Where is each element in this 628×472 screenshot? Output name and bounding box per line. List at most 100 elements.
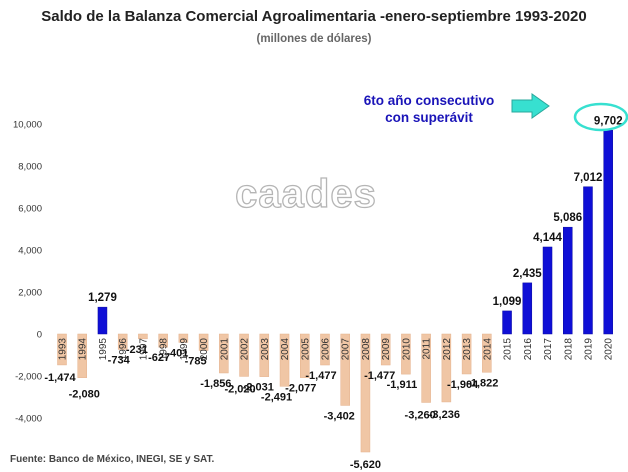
x-tick-1993: 1993 [58,338,69,361]
data-label-2010: -1,911 [387,379,418,391]
x-tick-2006: 2006 [320,338,331,361]
bar-2020 [603,130,613,335]
bar-2003 [259,333,270,377]
x-tick-2002: 2002 [240,338,251,361]
x-tick-2004: 2004 [280,338,291,361]
bar-2015 [502,310,512,335]
bar-2008 [360,333,371,453]
x-tick-2010: 2010 [401,338,412,361]
x-tick-2015: 2015 [503,338,514,361]
y-tick-label: -2,000 [15,372,42,383]
bar-1996 [117,333,128,350]
x-tick-2012: 2012 [442,338,453,361]
data-label-1995: 1,279 [88,292,117,304]
data-label-2001: -1,856 [200,378,231,390]
y-tick-label: 2,000 [18,288,42,299]
x-tick-2003: 2003 [260,338,271,361]
x-tick-2017: 2017 [543,338,554,361]
x-tick-1996: 1996 [118,338,129,361]
data-labels: -1,474 -2,080 1,279 -734-231-627-401-785 -1,… [44,115,622,471]
x-tick-2013: 2013 [462,338,473,361]
source-note: Fuente: Banco de México, INEGI, SE y SAT… [10,454,215,465]
data-label-2014: -1,822 [467,377,498,389]
annotation-line-1: 6to año consecutivo [364,93,495,108]
data-label-2002: -2,020 [224,383,255,395]
data-label-1994: -2,080 [69,389,100,401]
data-label-2007: -3,402 [324,410,355,422]
bar-2018 [563,226,573,335]
data-label-2019: 7,012 [574,172,603,184]
bar-2001 [219,333,229,374]
bars-group [57,130,613,453]
bar-2019 [583,186,593,335]
arrow-right-icon [511,93,550,119]
watermark-logo: caades [235,172,377,216]
bar-1995 [97,306,108,335]
data-label-1997: -231 [126,344,148,356]
x-tick-2007: 2007 [341,338,352,361]
bar-1998 [158,333,168,348]
data-label-2004: -2,491 [261,391,292,403]
data-label-1993: -1,474 [44,372,76,384]
data-label-2015: 1,099 [493,296,522,308]
bar-2011 [421,333,431,403]
bar-2002 [239,333,249,377]
data-label-2003: -2,031 [243,382,274,394]
y-tick-label: 6,000 [18,204,42,215]
x-tick-2019: 2019 [583,338,594,361]
y-axis: 10,000 8,000 6,000 4,000 2,000 0 -2,000 -4,000 [13,120,42,425]
bar-1999 [178,333,189,343]
y-tick-label: 8,000 [18,162,42,173]
x-tick-2011: 2011 [422,338,433,360]
data-label-2020: 9,702 [594,115,623,127]
data-label-2009: -1,477 [364,370,395,382]
bar-1997 [138,333,148,340]
data-label-1999: -401 [166,347,188,359]
data-label-2018: 5,086 [553,212,582,224]
chart-subtitle: (millones de dólares) [256,33,371,45]
data-label-2005: -2,077 [285,383,316,395]
bar-1994 [77,333,87,378]
bar-2006 [320,333,330,366]
y-tick-label: 4,000 [18,246,42,257]
data-label-2008: -5,620 [350,459,381,471]
y-tick-label: -4,000 [15,414,42,425]
x-tick-2018: 2018 [563,338,574,361]
bar-2016 [522,282,533,335]
x-tick-1995: 1995 [98,338,109,361]
data-label-2017: 4,144 [533,232,562,244]
bar-2017 [542,246,553,335]
x-tick-2001: 2001 [219,338,230,361]
chart-title: Saldo de la Balanza Comercial Agroalimen… [41,8,587,25]
annotation-line-2: con superávit [385,110,473,125]
x-tick-2005: 2005 [300,338,311,361]
data-label-2006: -1,477 [305,370,336,382]
data-label-2012: -3,236 [429,409,460,421]
x-tick-1998: 1998 [159,338,170,361]
x-tick-2020: 2020 [604,338,615,361]
bar-2005 [300,333,310,378]
bar-2007 [340,333,350,406]
x-tick-labels: 1993 1994 1995 1996 1997 1998 1999 2000 2001 2002… [58,338,615,361]
y-tick-label: 0 [37,330,42,341]
data-label-2011: -3,260 [405,409,436,421]
x-tick-2000: 2000 [199,338,210,361]
x-tick-2014: 2014 [482,338,493,361]
data-label-2016: 2,435 [513,268,542,280]
data-label-2013: -1,904 [447,379,479,391]
x-tick-1994: 1994 [78,338,89,361]
y-tick-label: 10,000 [13,120,42,131]
bar-2010 [401,333,411,375]
x-tick-2008: 2008 [361,338,372,361]
data-label-1998: -627 [148,352,170,364]
bar-2009 [380,333,391,366]
bar-2013 [461,333,472,375]
bar-2012 [441,333,452,403]
x-tick-2016: 2016 [523,338,534,361]
bar-2014 [482,333,492,373]
highlight-ring [573,102,628,132]
bar-2004 [279,333,290,387]
data-label-2000: -785 [185,355,207,367]
